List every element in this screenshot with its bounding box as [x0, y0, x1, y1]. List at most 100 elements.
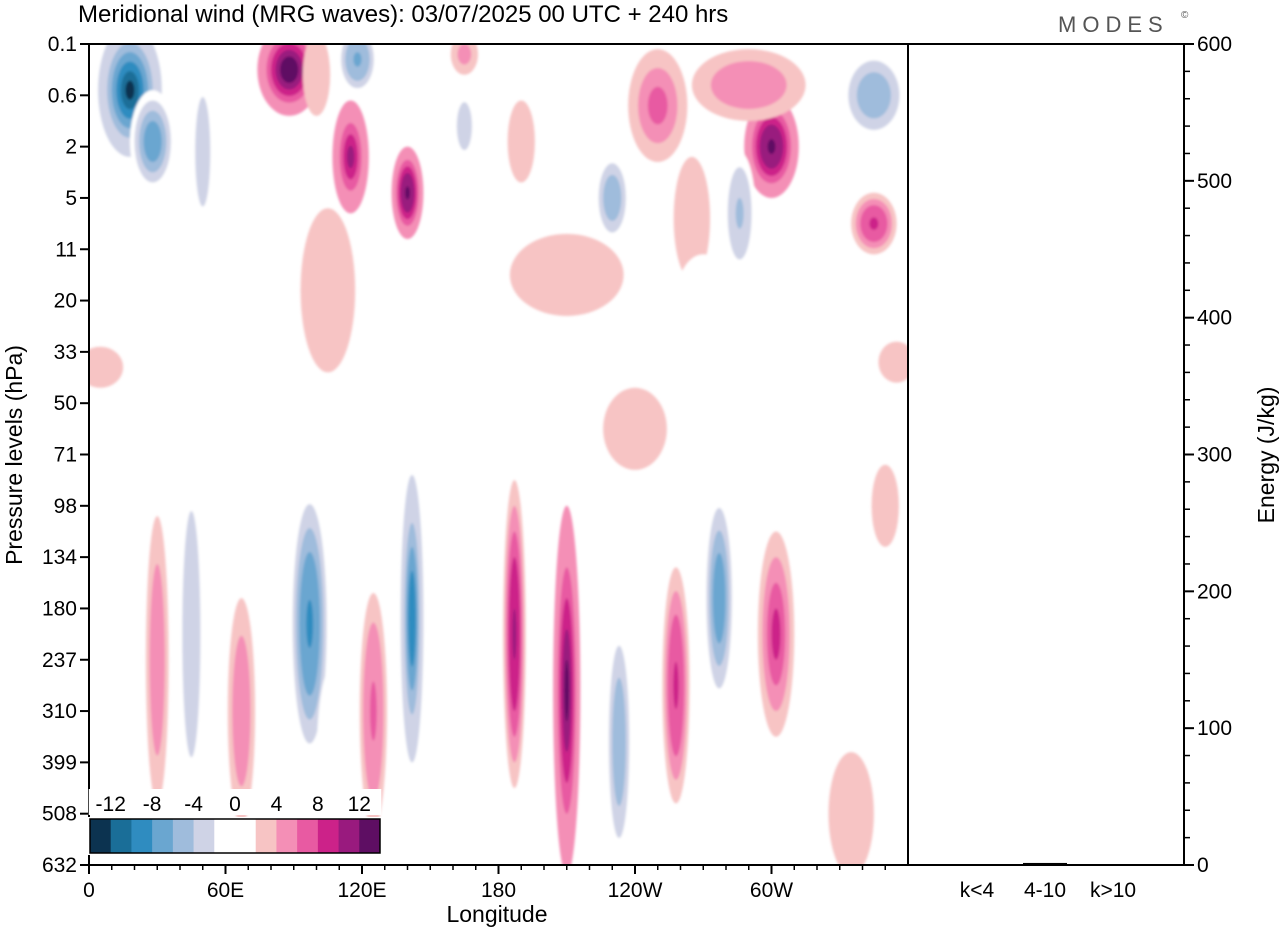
contour-level: [619, 408, 651, 450]
contour-level: [460, 114, 469, 139]
contour-level: [839, 782, 863, 845]
wind-anomaly-24: [198, 269, 253, 352]
contour-level: [647, 86, 668, 125]
wavenumber-axis: k<4 4-10 k>10: [960, 879, 1136, 902]
energy-bar: [1023, 862, 1067, 865]
wind-anomaly-42: [757, 531, 795, 737]
wind-anomaly-10: [450, 44, 479, 75]
wind-anomaly-13: [509, 233, 624, 316]
x-tick-label: 120E: [337, 879, 386, 902]
wind-anomaly-40: [662, 567, 690, 804]
contour-level: [757, 385, 786, 411]
contour-level: [186, 572, 196, 696]
energy-tick-label: 300: [1197, 444, 1232, 467]
contour-level: [673, 661, 679, 710]
contour-level: [410, 594, 414, 643]
energy-axis: 0 100 200 300 400 500 600: [1184, 33, 1232, 877]
colorbar-swatch: [131, 819, 153, 853]
colorbar-swatch: [359, 819, 381, 853]
contour-level: [236, 673, 246, 749]
y-tick-label: 310: [42, 700, 77, 723]
wind-anomaly-12: [507, 100, 535, 183]
x-tick-label: 60W: [750, 879, 793, 902]
colorbar-swatch: [255, 819, 277, 853]
colorbar-swatch: [110, 819, 132, 853]
contour-level: [211, 290, 240, 332]
wind-anomaly-18: [839, 49, 908, 142]
x-tick-label: 180: [481, 879, 516, 902]
colorbar-label-backing: [213, 789, 257, 815]
contour-level: [512, 608, 517, 660]
energy-axis-label: Energy (J/kg): [1253, 387, 1279, 524]
contour-level: [715, 575, 723, 621]
colorbar-label-backing: [171, 789, 216, 815]
energy-tick-label: 500: [1197, 170, 1232, 193]
contour-level: [689, 277, 717, 324]
modes-logo: MODES: [1058, 12, 1169, 37]
contour-level: [369, 681, 377, 741]
colorbar-swatch: [317, 819, 339, 853]
wind-anomaly-14: [594, 151, 631, 245]
wind-anomaly-46: [828, 752, 874, 865]
contour-level: [615, 709, 623, 774]
wind-anomaly-19: [673, 156, 711, 281]
colorbar-swatch: [338, 819, 360, 853]
contour-level: [591, 508, 610, 535]
contour-level: [735, 197, 744, 229]
colorbar-tick-label: 12: [348, 793, 371, 816]
contour-level: [767, 139, 776, 154]
colorbar-label-backing: [88, 789, 133, 815]
colorbar-swatch: [152, 819, 174, 853]
wavenumber-label: k<4: [960, 879, 995, 902]
y-tick-label: 237: [42, 649, 77, 672]
contour-level: [887, 351, 906, 373]
wind-anomaly-32: [227, 598, 256, 824]
heatmap-panel: [88, 43, 909, 866]
contour-level: [538, 254, 596, 296]
wind-anomaly-31: [177, 449, 206, 819]
y-tick-label: 11: [55, 238, 77, 261]
contour-level: [153, 611, 162, 708]
contour-level: [564, 659, 570, 722]
x-tick-label: 120W: [608, 879, 663, 902]
contour-level: [837, 290, 865, 332]
wind-anomaly-22: [823, 269, 879, 352]
wind-anomaly-39: [605, 613, 633, 865]
wind-anomaly-4: [302, 44, 331, 116]
contour-level: [682, 187, 701, 250]
colorbar-tick-label: 8: [312, 793, 324, 816]
y-tick-label: 180: [42, 597, 77, 620]
colorbar-tick-label: -4: [184, 793, 203, 816]
wind-anomaly-43: [582, 495, 620, 547]
wind-anomaly-2: [191, 69, 215, 234]
wind-anomaly-15: [628, 49, 688, 163]
contour-level: [284, 63, 294, 77]
wavenumber-label: k>10: [1090, 879, 1136, 902]
wind-anomaly-29: [744, 372, 799, 424]
energy-tick-label: 100: [1197, 717, 1232, 740]
y-tick-label: 98: [54, 495, 77, 518]
colorbar-swatch: [172, 819, 194, 853]
logo-mark: ©: [1181, 10, 1189, 21]
colorbar-swatch: [90, 819, 112, 853]
colorbar-swatch: [214, 819, 236, 853]
contour-level: [878, 485, 893, 527]
energy-tick-label: 0: [1197, 854, 1209, 877]
y-tick-label: 0.1: [48, 33, 77, 56]
colorbar-tick-label: -8: [143, 793, 162, 816]
contour-level: [865, 83, 883, 107]
contour-level: [159, 431, 178, 458]
contour-level: [353, 52, 362, 67]
contour-level: [148, 131, 158, 152]
wind-anomaly-28: [603, 387, 667, 470]
energy-tick-label: 600: [1197, 33, 1232, 56]
y-tick-label: 632: [42, 854, 77, 877]
contour-level: [729, 73, 768, 98]
x-axis-label: Longitude: [446, 901, 547, 927]
wind-anomaly-41: [703, 485, 736, 712]
colorbar-swatch: [297, 819, 319, 853]
y-tick-label: 33: [54, 341, 77, 364]
contour-level: [89, 357, 112, 378]
y-tick-label: 399: [42, 751, 77, 774]
